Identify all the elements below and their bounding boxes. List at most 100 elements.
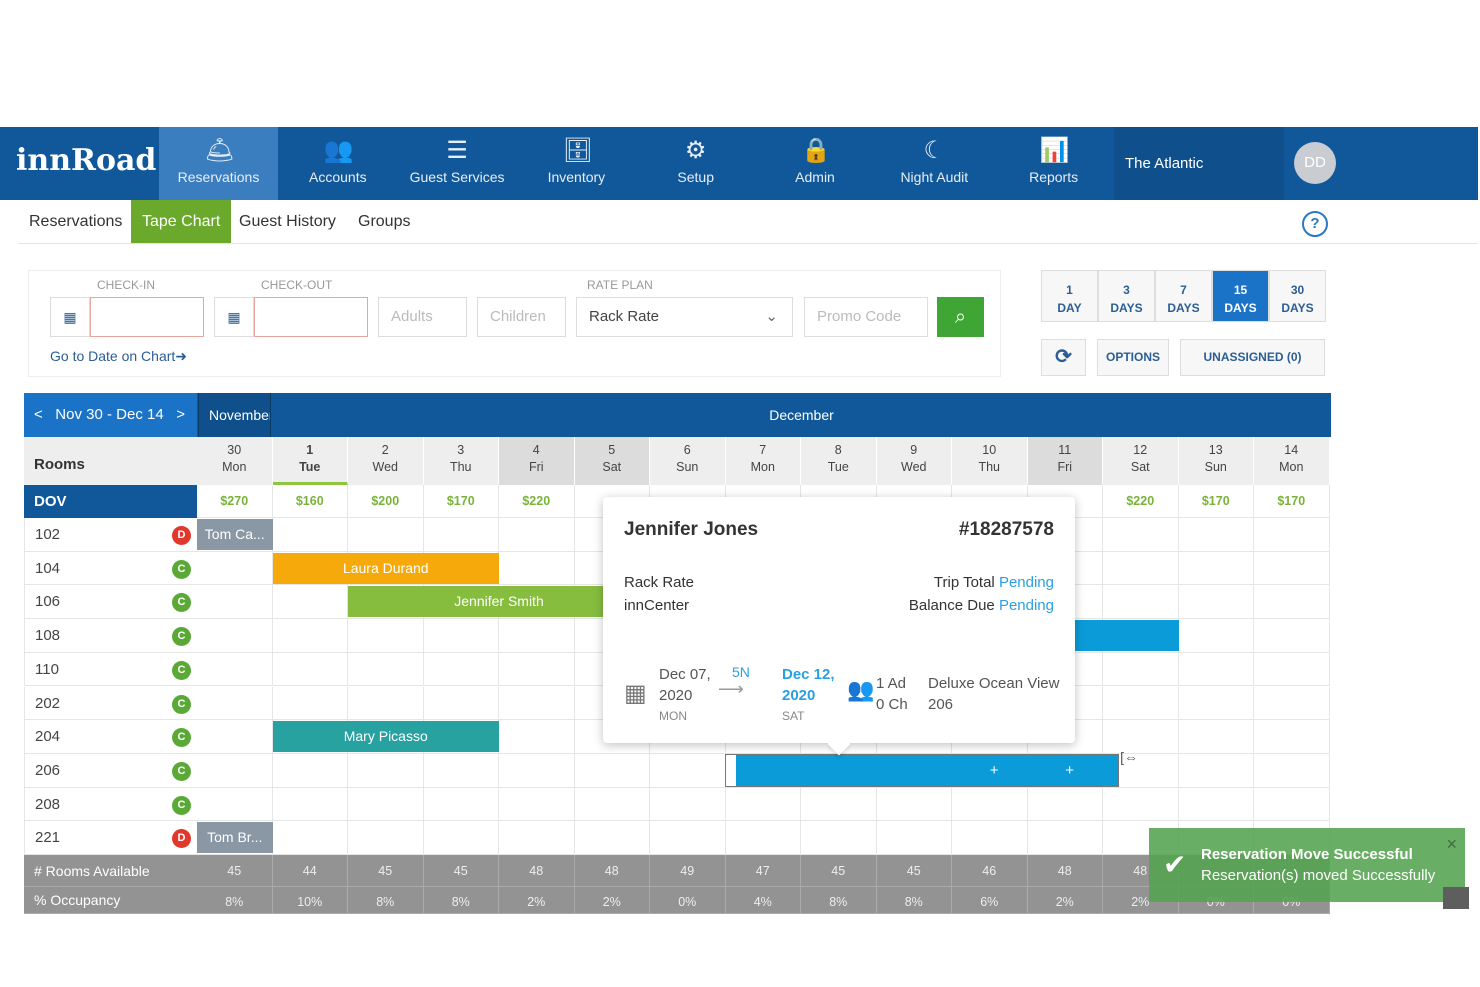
tab-groups[interactable]: Groups — [358, 213, 411, 230]
promo-code-input[interactable]: Promo Code — [804, 297, 928, 337]
grid-cell[interactable] — [725, 787, 801, 822]
grid-cell[interactable] — [1103, 720, 1179, 754]
grid-cell[interactable] — [348, 686, 424, 721]
date-header[interactable]: 4 Fri — [499, 437, 575, 485]
room-row-label[interactable]: 106 C — [24, 585, 197, 620]
reservation-bar[interactable] — [724, 753, 1120, 787]
grid-cell[interactable] — [1254, 686, 1330, 721]
grid-cell[interactable] — [499, 821, 575, 855]
grid-cell[interactable] — [1178, 652, 1254, 687]
grid-cell[interactable] — [499, 518, 575, 552]
nav-guest-services[interactable]: ☰ Guest Services — [398, 127, 517, 200]
prev-range-icon[interactable]: < — [34, 406, 43, 423]
grid-cell[interactable] — [197, 585, 273, 620]
date-header[interactable]: 12 Sat — [1103, 437, 1179, 485]
grid-cell[interactable] — [1254, 518, 1330, 552]
view-1-days-button[interactable]: 1 DAY — [1041, 270, 1098, 322]
close-icon[interactable]: × — [1446, 834, 1457, 854]
grid-cell[interactable] — [1178, 787, 1254, 822]
view-3-days-button[interactable]: 3 DAYS — [1098, 270, 1155, 322]
grid-cell[interactable] — [574, 821, 650, 855]
property-selector[interactable]: The Atlantic — [1114, 127, 1284, 200]
room-type-dov[interactable]: DOV — [24, 485, 197, 518]
nav-admin[interactable]: 🔒 Admin — [756, 127, 875, 200]
user-avatar[interactable]: DD — [1294, 142, 1336, 184]
guest-name[interactable]: Jennifer Jones — [624, 519, 759, 540]
grid-cell[interactable] — [725, 821, 801, 855]
grid-cell[interactable] — [1103, 518, 1179, 552]
date-header[interactable]: 14 Mon — [1254, 437, 1330, 485]
grid-cell[interactable] — [1178, 753, 1254, 788]
grid-cell[interactable] — [574, 787, 650, 822]
adults-input[interactable]: Adults — [378, 297, 467, 337]
room-row-label[interactable]: 206 C — [24, 753, 197, 788]
grid-cell[interactable] — [499, 720, 575, 754]
date-header[interactable]: 9 Wed — [876, 437, 952, 485]
grid-cell[interactable] — [1027, 787, 1103, 822]
grid-cell[interactable] — [197, 753, 273, 788]
grid-cell[interactable] — [423, 686, 499, 721]
nav-inventory[interactable]: 🗄 Inventory — [517, 127, 636, 200]
grid-cell[interactable] — [423, 753, 499, 788]
grid-cell[interactable] — [197, 551, 273, 586]
room-row-label[interactable]: 108 C — [24, 619, 197, 653]
grid-cell[interactable] — [650, 787, 726, 822]
reservation-bar[interactable]: Mary Picasso — [272, 721, 499, 753]
go-to-date-link[interactable]: Go to Date on Chart➜ — [50, 348, 188, 364]
help-icon[interactable]: ? — [1302, 211, 1328, 237]
nav-reports[interactable]: 📊 Reports — [994, 127, 1113, 200]
date-header[interactable]: 1 Tue — [272, 437, 348, 485]
grid-cell[interactable] — [1254, 720, 1330, 754]
grid-cell[interactable] — [801, 821, 877, 855]
date-header[interactable]: 11 Fri — [1027, 437, 1103, 485]
view-7-days-button[interactable]: 7 DAYS — [1155, 270, 1212, 322]
room-row-label[interactable]: 204 C — [24, 720, 197, 754]
grid-cell[interactable] — [272, 821, 348, 855]
grid-cell[interactable] — [499, 753, 575, 788]
grid-cell[interactable] — [1178, 720, 1254, 754]
options-button[interactable]: OPTIONS — [1097, 339, 1169, 376]
grid-cell[interactable] — [423, 652, 499, 687]
checkin-calendar-icon[interactable]: ▦ — [50, 297, 90, 337]
grid-cell[interactable] — [197, 686, 273, 721]
grid-cell[interactable] — [1254, 787, 1330, 822]
checkout-calendar-icon[interactable]: ▦ — [214, 297, 254, 337]
date-header[interactable]: 8 Tue — [801, 437, 877, 485]
grid-cell[interactable] — [1103, 686, 1179, 721]
reservation-bar[interactable]: Jennifer Smith — [348, 586, 650, 618]
children-input[interactable]: Children — [477, 297, 566, 337]
next-range-icon[interactable]: > — [176, 406, 185, 423]
date-header[interactable]: 6 Sun — [650, 437, 726, 485]
grid-cell[interactable] — [423, 518, 499, 552]
grid-cell[interactable] — [801, 787, 877, 822]
grid-cell[interactable] — [1178, 518, 1254, 552]
grid-cell[interactable] — [272, 787, 348, 822]
grid-cell[interactable] — [574, 753, 650, 788]
grid-cell[interactable] — [1254, 619, 1330, 653]
grid-cell[interactable] — [272, 686, 348, 721]
resize-handle-icon[interactable]: [⇔ — [1120, 748, 1138, 765]
date-header[interactable]: 13 Sun — [1178, 437, 1254, 485]
scroll-top-button[interactable] — [1443, 887, 1469, 909]
checkout-input[interactable] — [254, 297, 368, 337]
grid-cell[interactable] — [348, 619, 424, 653]
nav-reservations[interactable]: 🛎 Reservations — [159, 127, 278, 200]
grid-cell[interactable] — [650, 753, 726, 788]
grid-cell[interactable] — [1103, 585, 1179, 620]
grid-cell[interactable] — [1027, 821, 1103, 855]
grid-cell[interactable] — [499, 686, 575, 721]
date-header[interactable]: 30 Mon — [197, 437, 273, 485]
room-row-label[interactable]: 104 C — [24, 551, 197, 586]
grid-cell[interactable] — [1254, 753, 1330, 788]
grid-cell[interactable] — [1027, 720, 1103, 754]
tab-guest-history[interactable]: Guest History — [239, 213, 336, 230]
grid-cell[interactable] — [197, 787, 273, 822]
checkin-input[interactable] — [90, 297, 204, 337]
grid-cell[interactable] — [272, 753, 348, 788]
grid-cell[interactable] — [876, 787, 952, 822]
room-row-label[interactable]: 208 C — [24, 787, 197, 822]
grid-cell[interactable] — [499, 551, 575, 586]
grid-cell[interactable] — [499, 787, 575, 822]
grid-cell[interactable] — [1178, 686, 1254, 721]
reservation-bar[interactable]: Tom Br... — [197, 822, 273, 854]
